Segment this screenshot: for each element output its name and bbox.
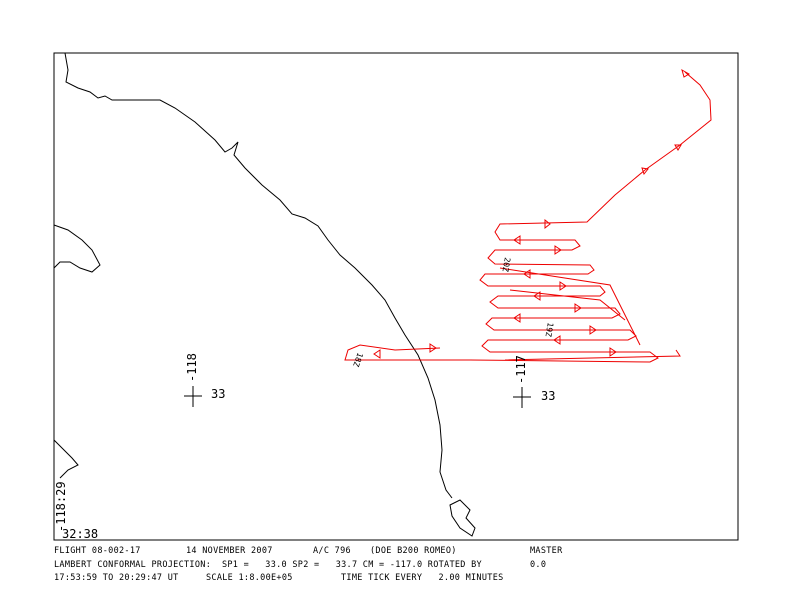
footer-text: 17:53:59 TO 20:29:47 UT	[54, 573, 179, 583]
flight-track	[344, 71, 712, 363]
time-label: 20Z	[500, 257, 511, 273]
time-label: 19Z	[543, 322, 554, 338]
time-ticks	[373, 68, 690, 359]
footer-text: (DOE B200 ROMEO)	[370, 546, 457, 556]
grid-crosses	[184, 386, 531, 408]
footer-text: SCALE 1:8.00E+05	[206, 573, 293, 583]
grid-label: 33	[211, 387, 225, 401]
footer-text: 14 NOVEMBER 2007	[186, 546, 273, 556]
map-frame	[53, 52, 739, 541]
grid-label: 33	[541, 389, 555, 403]
time-label: 18Z	[351, 351, 364, 368]
footer-text: 0.0	[530, 560, 547, 570]
footer-text: TIME TICK EVERY 2.00 MINUTES	[341, 573, 504, 583]
footer-text: MASTER	[530, 546, 563, 556]
grid-label: -118:29	[54, 481, 68, 532]
footer-text: FLIGHT 08-002-17	[54, 546, 141, 556]
grid-label: -117	[514, 355, 528, 384]
footer-text: A/C 796	[313, 546, 351, 556]
grid-label: -118	[185, 353, 199, 382]
coastline	[53, 52, 476, 537]
footer-text: LAMBERT CONFORMAL PROJECTION: SP1 = 33.0…	[54, 560, 482, 570]
grid-label: 32:38	[62, 527, 98, 541]
